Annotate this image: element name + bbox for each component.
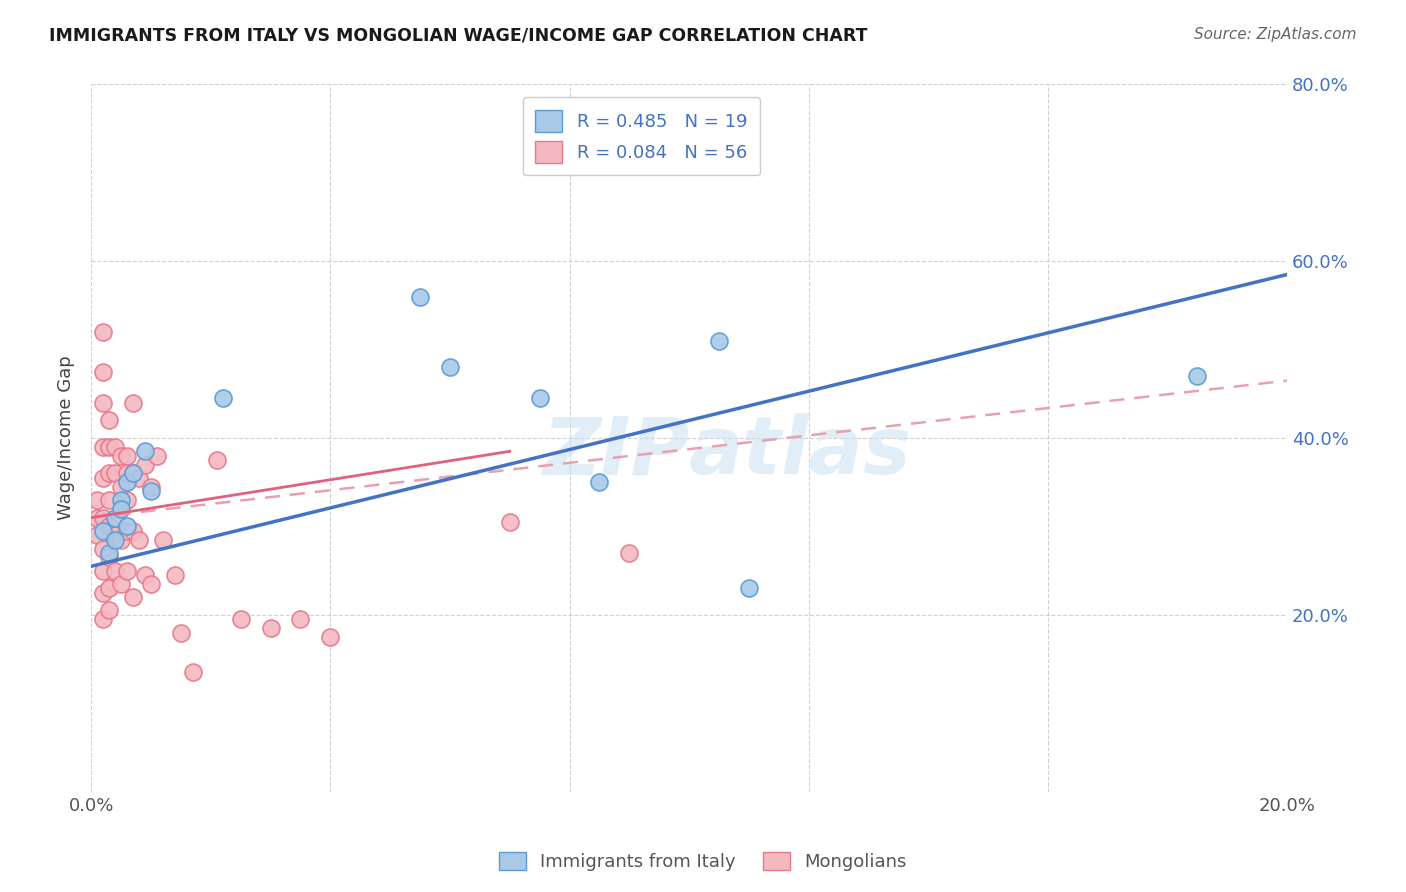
Point [86,510,108,524]
Text: IMMIGRANTS FROM ITALY VS MONGOLIAN WAGE/INCOME GAP CORRELATION CHART: IMMIGRANTS FROM ITALY VS MONGOLIAN WAGE/… [49,27,868,45]
Point [91,325,114,339]
Point [115,524,138,538]
Point [98,546,121,560]
Point [110,492,132,507]
Point [205,453,228,467]
Point [707,334,730,348]
Point [319,630,342,644]
Point [529,392,551,406]
Point [290,612,312,626]
Point [110,449,132,463]
Point [122,591,145,605]
Point [229,612,252,626]
Point [134,568,156,582]
Point [134,458,156,472]
Point [1187,369,1209,384]
Point [152,533,174,547]
Point [91,395,114,409]
Point [98,582,121,596]
Point [115,519,138,533]
Point [98,440,121,454]
Point [110,480,132,494]
Point [86,528,108,542]
Point [409,290,432,304]
Point [115,492,138,507]
Point [588,475,610,490]
Point [91,365,114,379]
Point [499,515,522,529]
Point [146,449,169,463]
Point [122,467,145,481]
Point [91,471,114,485]
Point [104,440,127,454]
Point [122,467,145,481]
Text: ZIP: ZIP [541,413,689,491]
Point [104,467,127,481]
Point [104,533,127,547]
Point [115,475,138,490]
Point [91,524,114,538]
Point [115,467,138,481]
Point [91,612,114,626]
Point [110,533,132,547]
Point [104,528,127,542]
Point [98,492,121,507]
Point [211,392,233,406]
Point [98,603,121,617]
Text: Source: ZipAtlas.com: Source: ZipAtlas.com [1194,27,1357,42]
Point [91,541,114,556]
Text: atlas: atlas [689,413,912,491]
Point [91,510,114,524]
Point [128,471,150,485]
Point [91,440,114,454]
Point [104,510,127,524]
Legend: Immigrants from Italy, Mongolians: Immigrants from Italy, Mongolians [492,845,914,879]
Point [163,568,186,582]
Point [110,577,132,591]
Point [439,360,461,375]
Point [115,564,138,578]
Point [139,484,162,499]
Point [134,444,156,458]
Point [98,413,121,427]
Point [104,564,127,578]
Point [86,492,108,507]
Point [259,621,281,635]
Point [128,533,150,547]
Point [91,586,114,600]
Point [738,582,761,596]
Point [110,501,132,516]
Point [98,519,121,533]
Point [98,550,121,565]
Legend: R = 0.485   N = 19, R = 0.084   N = 56: R = 0.485 N = 19, R = 0.084 N = 56 [523,97,759,176]
Point [619,546,641,560]
Point [122,524,145,538]
Y-axis label: Wage/Income Gap: Wage/Income Gap [58,356,75,520]
Point [115,449,138,463]
Point [122,395,145,409]
Point [181,665,204,680]
Point [139,480,162,494]
Point [170,625,193,640]
Point [98,467,121,481]
Point [91,564,114,578]
Point [139,577,162,591]
